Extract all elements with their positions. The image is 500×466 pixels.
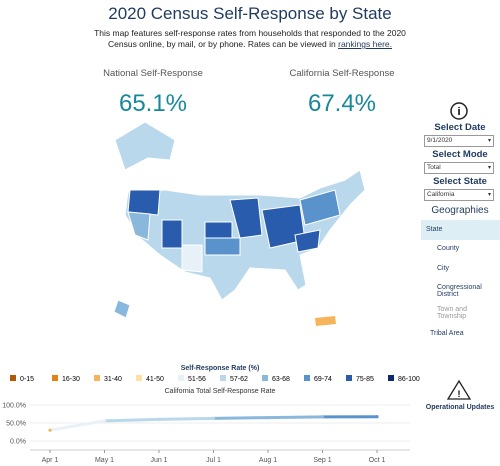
state: [161, 219, 183, 249]
state: [294, 229, 321, 253]
warning-icon[interactable]: [446, 379, 472, 400]
legend-swatch: [262, 375, 268, 381]
dropdown[interactable]: Total: [424, 162, 494, 174]
state: [127, 189, 161, 216]
title: 2020 Census Self-Response by State: [108, 4, 392, 23]
y-tick-label: 100.0%: [2, 403, 26, 410]
control-label: Select Mode: [432, 149, 488, 160]
geography-option[interactable]: City: [437, 265, 450, 272]
line-segment: [103, 417, 161, 423]
description: This map features self-response rates fr…: [80, 28, 420, 50]
state: [229, 197, 263, 239]
y-tick-label: 50.0%: [6, 421, 26, 428]
legend-label: 57-62: [230, 376, 248, 383]
x-tick-label: Jul 1: [206, 457, 221, 464]
legend-swatch: [10, 375, 16, 381]
x-tick-label: Sep 1: [313, 457, 331, 464]
info-icon[interactable]: [450, 102, 468, 120]
legend-label: 69-74: [314, 376, 332, 383]
line-segment: [266, 415, 324, 420]
kpi-value: 67.4%: [307, 90, 377, 117]
puerto-rico: [315, 316, 336, 326]
point: [266, 416, 270, 420]
operational-updates[interactable]: Operational Updates: [425, 404, 495, 411]
state: [127, 211, 151, 241]
description-text: This map features self-response rates fr…: [94, 28, 406, 49]
dropdown[interactable]: California: [424, 189, 494, 201]
kpi-label: National Self-Response: [103, 68, 203, 79]
geography-option[interactable]: Tribal Area: [430, 330, 464, 337]
legend-label: 86-100: [398, 376, 420, 383]
legend-swatch: [304, 375, 310, 381]
control-label: Select Date: [434, 122, 486, 133]
line-segment: [212, 416, 270, 420]
point: [211, 416, 216, 420]
state: [181, 244, 203, 273]
legend-swatch: [178, 375, 184, 381]
point: [102, 419, 107, 423]
legend-swatch: [52, 375, 58, 381]
info-glyph: i: [457, 106, 460, 118]
line-chart: California Total Self-Response Rate 0.0% 5…: [2, 388, 410, 464]
chart-title: California Total Self-Response Rate: [165, 388, 276, 395]
x-tick-label: Oct 1: [369, 457, 386, 464]
legend-label: 75-85: [356, 376, 374, 383]
legend-label: 63-68: [272, 376, 290, 383]
x-tick-label: Jun 1: [150, 457, 167, 464]
point: [48, 428, 52, 432]
geography-option[interactable]: Town and Township: [437, 306, 467, 320]
point: [320, 415, 325, 419]
legend-title: Self-Response Rate (%): [181, 365, 260, 372]
x-tick-label: Aug 1: [259, 457, 277, 464]
kpi-label: California Self-Response: [289, 68, 395, 79]
line-segment: [157, 416, 215, 421]
legend-swatch: [136, 375, 142, 381]
legend-label: 41-50: [146, 376, 164, 383]
state: [299, 189, 341, 226]
point: [157, 417, 161, 421]
hawaii: [113, 299, 131, 319]
line-segment: [48, 419, 106, 432]
legend: Self-Response Rate (%) 0-15 16-30 31-40 41-5…: [10, 365, 420, 383]
legend-label: 16-30: [62, 376, 80, 383]
legend-swatch: [94, 375, 100, 381]
geography-option[interactable]: County: [437, 245, 460, 252]
point: [375, 415, 379, 419]
geography-option[interactable]: State: [421, 220, 500, 240]
y-tick-label: 0.0%: [10, 439, 26, 446]
legend-label: 51-56: [188, 376, 206, 383]
legend-swatch: [346, 375, 352, 381]
legend-swatch: [388, 375, 394, 381]
warning-glyph: !: [458, 389, 461, 399]
state: [204, 237, 241, 256]
dropdown[interactable]: 9/1/2020: [424, 135, 494, 147]
rankings-link[interactable]: rankings here.: [338, 39, 392, 49]
legend-label: 0-15: [20, 376, 34, 383]
geographies-title: Geographies: [431, 205, 489, 216]
kpi-value: 65.1%: [118, 90, 188, 117]
control-label: Select State: [433, 176, 487, 187]
legend-label: 31-40: [104, 376, 122, 383]
x-tick-label: Apr 1: [42, 457, 59, 464]
legend-swatch: [220, 375, 226, 381]
geography-option[interactable]: Congressional District: [437, 284, 482, 298]
alaska: [114, 121, 176, 171]
x-tick-label: May 1: [95, 457, 114, 464]
state: [204, 221, 233, 239]
map: [113, 121, 366, 326]
